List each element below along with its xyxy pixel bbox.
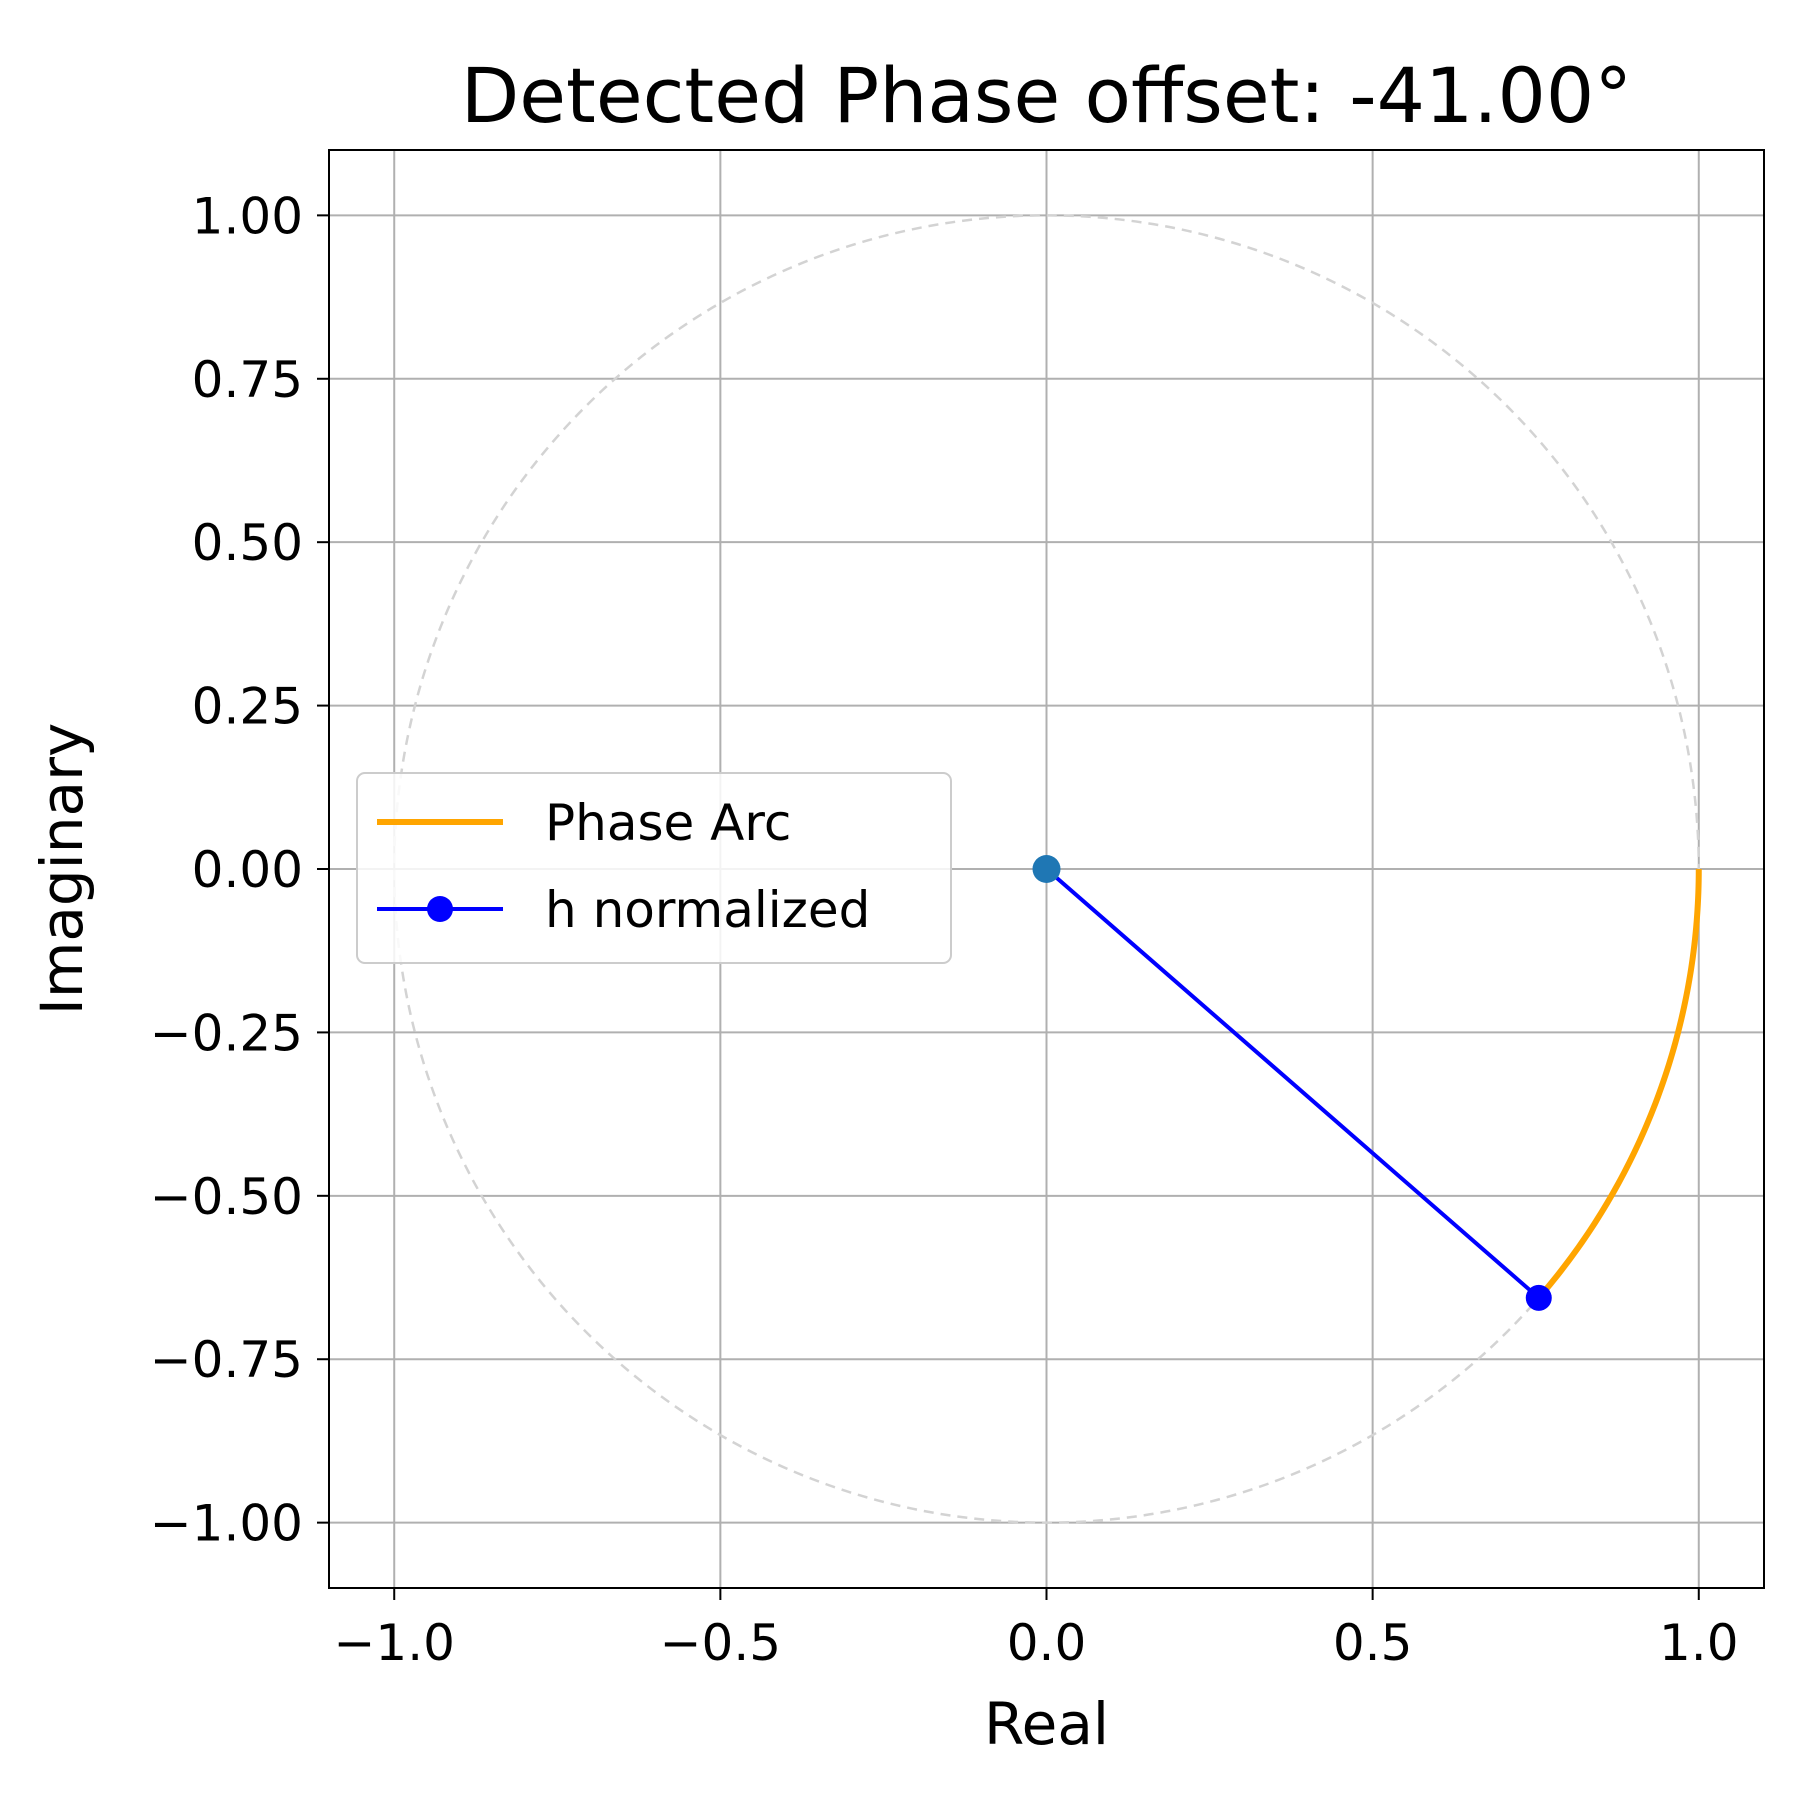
series-layer	[1032, 855, 1702, 1311]
y-tick-label-4: 0.00	[192, 841, 303, 899]
series-h-normalized-line	[1045, 867, 1541, 1300]
y-tick-label-0: 1.00	[192, 187, 303, 245]
x-axis-label: Real	[984, 1690, 1109, 1758]
series-h-normalized-point-1	[1525, 1284, 1552, 1311]
series-phase-arc-line	[1536, 868, 1702, 1300]
legend-label-h-normalized: h normalized	[545, 881, 870, 939]
origin-point-0	[1032, 855, 1061, 883]
ticks-layer: −1.0 −0.5 0.0 0.5 1.0 1.00 0.75 0.50 0.25 0.00 −0.…	[150, 187, 1739, 1672]
x-tick-label-4: 1.0	[1659, 1614, 1739, 1672]
y-axis-label: Imaginary	[28, 723, 96, 1016]
y-tick-label-1: 0.75	[192, 351, 303, 409]
x-tick-label-0: −1.0	[334, 1614, 455, 1672]
y-tick-label-7: −0.75	[150, 1331, 303, 1389]
x-tick-label-3: 0.5	[1333, 1614, 1413, 1672]
x-tick-label-1: −0.5	[660, 1614, 781, 1672]
legend-box	[356, 772, 952, 964]
y-tick-label-3: 0.25	[192, 678, 303, 736]
legend-label-phase-arc: Phase Arc	[545, 794, 791, 852]
legend-marker-h-normalized	[427, 896, 453, 922]
y-tick-label-2: 0.50	[192, 514, 303, 572]
y-tick-label-6: −0.50	[150, 1168, 303, 1226]
legend: Phase Arc h normalized	[356, 772, 952, 964]
x-tick-label-2: 0.0	[1007, 1614, 1087, 1672]
y-tick-label-5: −0.25	[150, 1004, 303, 1062]
unit-circle	[392, 214, 1701, 1524]
unit-circle-layer	[392, 214, 1701, 1524]
chart-title: Detected Phase offset: -41.00°	[461, 51, 1632, 140]
y-tick-label-8: −1.00	[150, 1495, 303, 1553]
